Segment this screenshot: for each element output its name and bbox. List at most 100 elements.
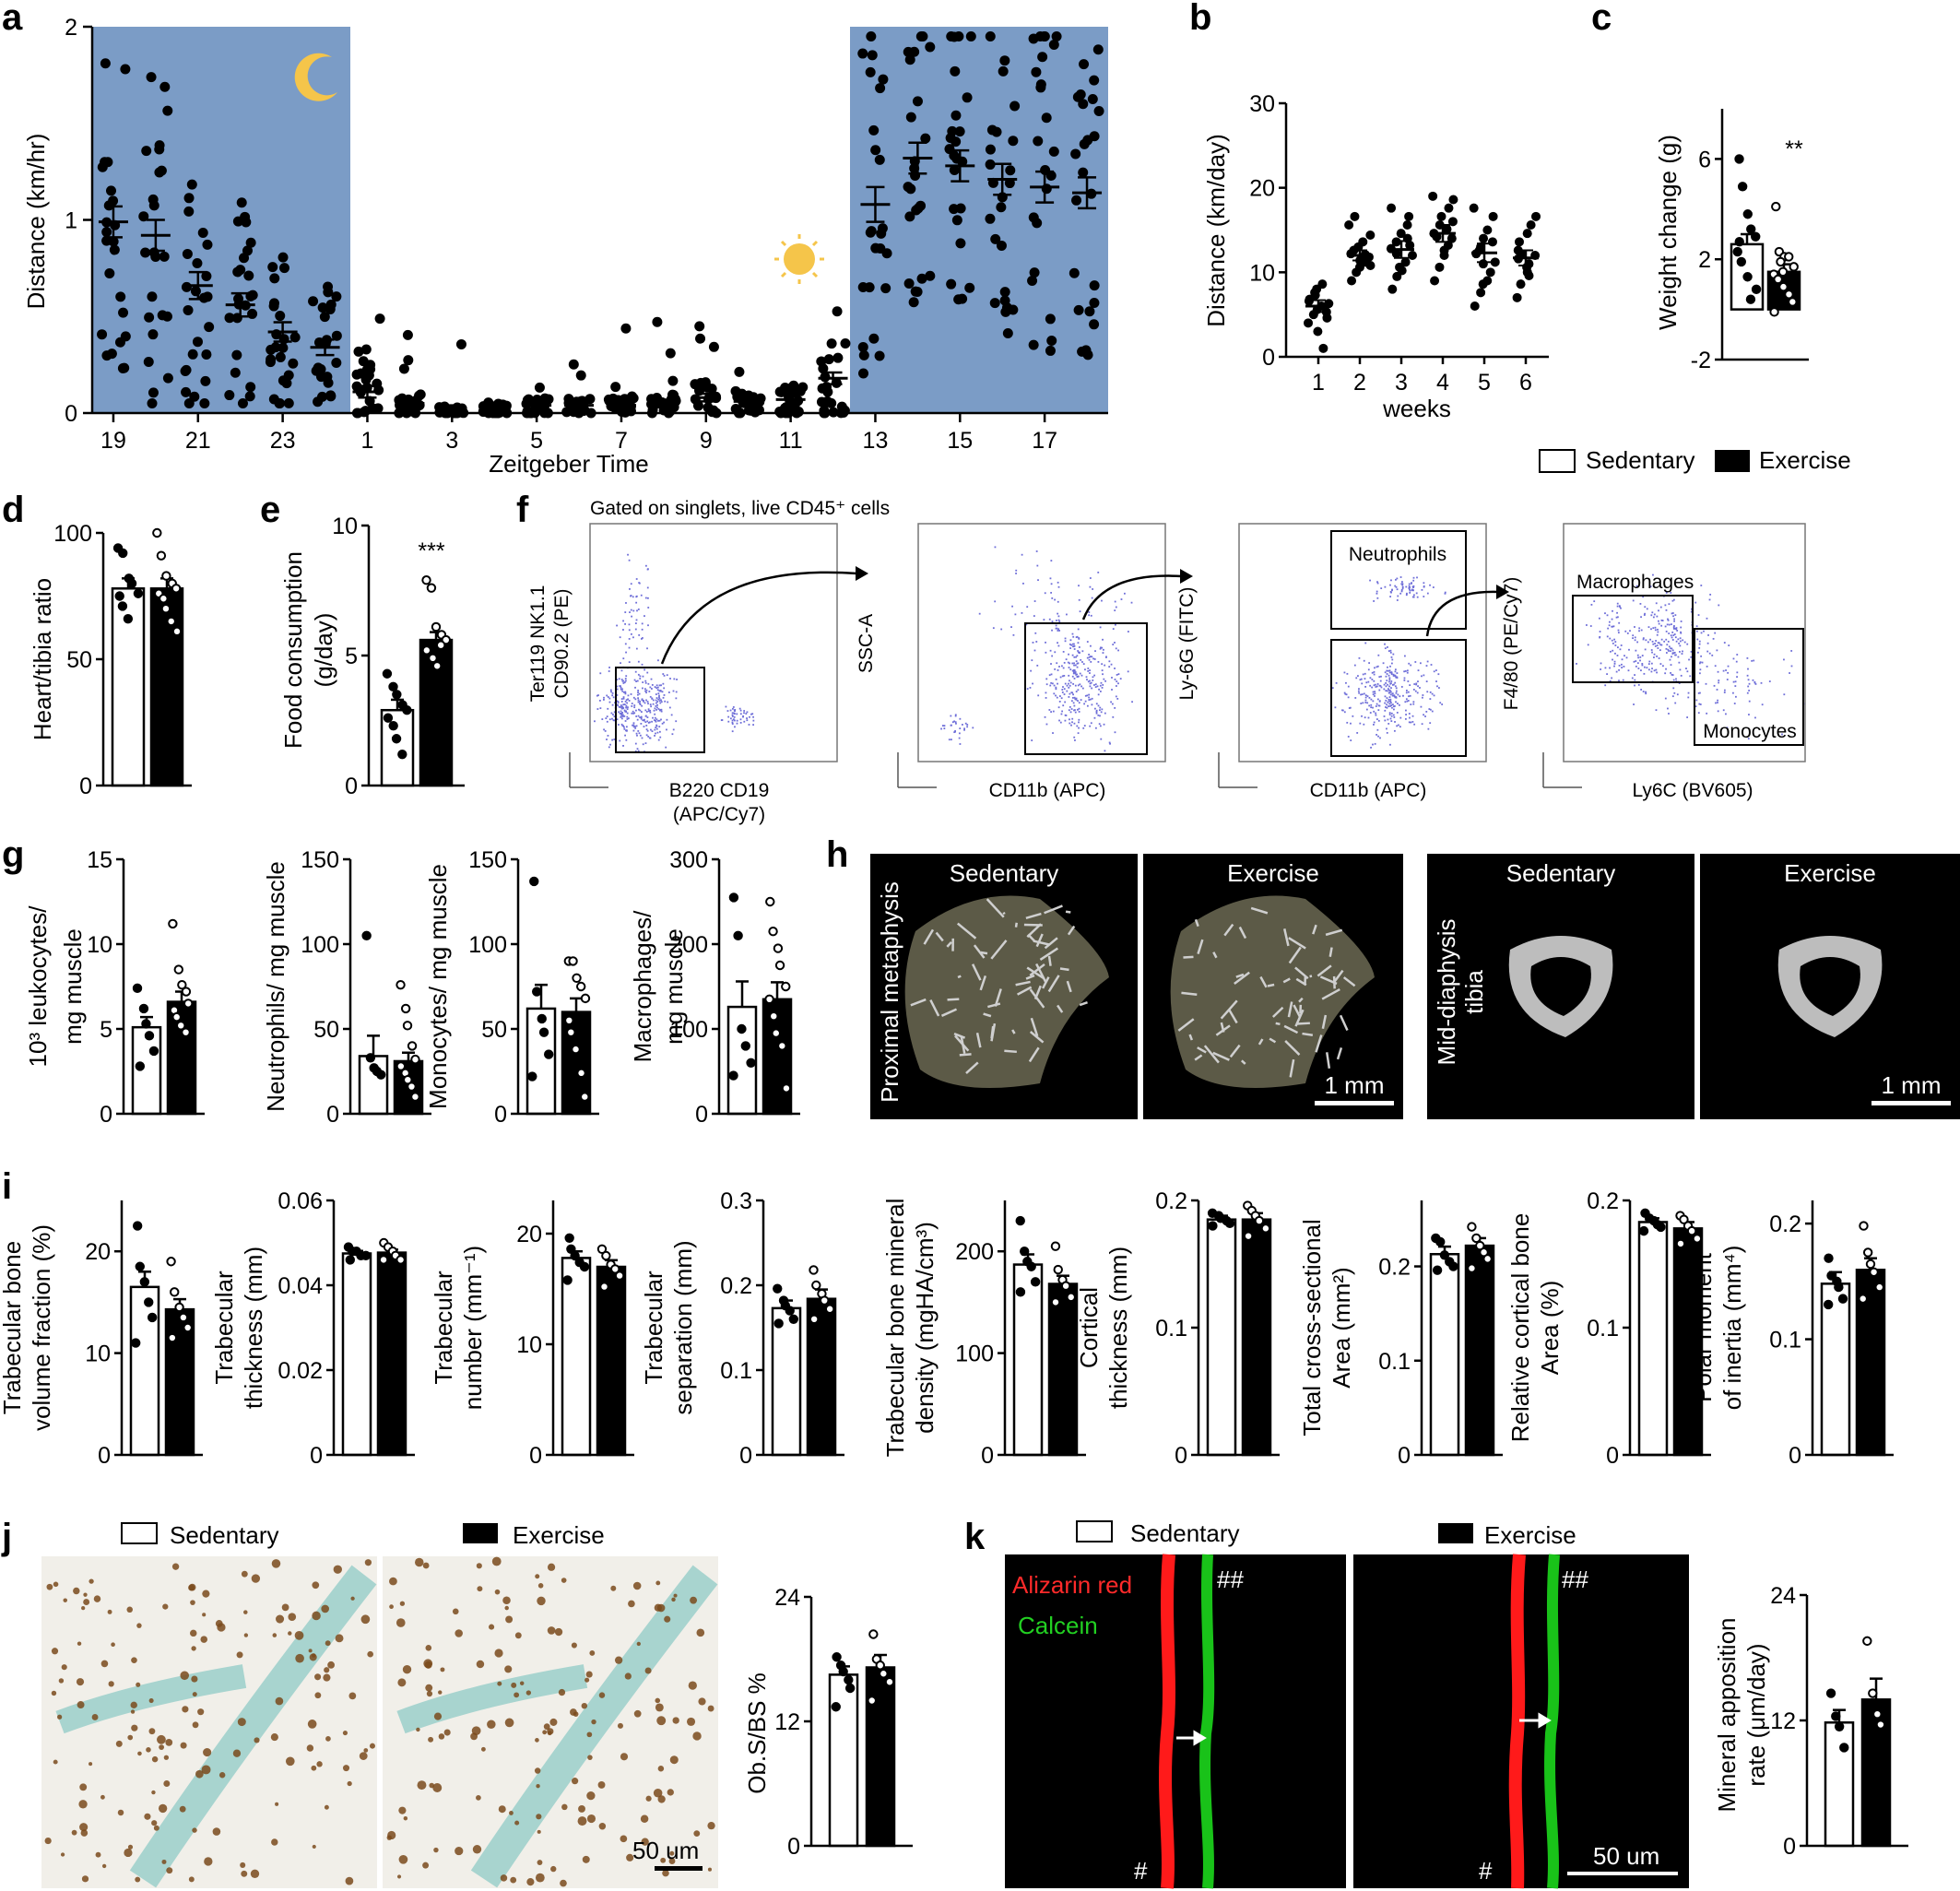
stained-cell [614,1656,623,1664]
event-dot [1426,592,1429,595]
data-point [230,367,241,378]
event-dot [1654,643,1657,644]
event-dot [1746,691,1749,694]
event-dot [654,713,656,715]
event-dot [662,673,665,675]
hash-marker: # [1479,1857,1493,1885]
event-dot [647,703,649,705]
event-dot [1616,616,1619,619]
event-dot [1077,684,1080,687]
event-dot [1725,713,1727,715]
stained-cell [673,1593,678,1598]
event-dot [1421,675,1423,678]
y-tick-label: 200 [955,1239,994,1265]
event-dot [1618,605,1621,608]
event-dot [1790,665,1793,668]
trabecula [1047,955,1052,966]
event-dot [1361,682,1364,685]
flow-plot-1: Ter119 NK1.1 CD90.2 (PE)B220 CD19(APC/Cy7… [527,523,838,825]
event-dot [1412,585,1415,587]
event-dot [1406,671,1409,674]
event-dot [643,718,645,721]
event-dot [1606,614,1609,617]
event-dot [729,709,732,712]
event-dot [1055,694,1057,697]
event-dot [1587,644,1589,646]
data-point [1391,249,1401,259]
event-dot [1611,677,1613,680]
event-dot [1393,705,1396,707]
stained-cell [589,1650,596,1656]
trabecula [923,928,935,945]
event-dot [726,710,729,712]
event-dot [1384,695,1387,698]
event-dot [1412,579,1415,582]
panel-b-xlabel: weeks [1382,395,1451,422]
event-dot [608,746,610,749]
event-dot [953,731,956,734]
stained-cell [645,1795,652,1802]
event-dot [1612,609,1613,612]
trabecula [935,931,944,942]
data-point [580,993,591,1004]
y-tick-label: 50 [481,1017,507,1043]
event-dot [612,714,614,715]
event-dot [655,693,657,695]
data-point [144,312,155,323]
stained-cell [415,1557,424,1567]
event-dot [1761,703,1764,706]
event-dot [635,647,638,650]
event-dot [1112,715,1115,718]
event-dot [1350,739,1352,741]
event-dot [1642,596,1645,598]
event-dot [646,671,649,674]
data-point [625,406,636,417]
event-dot [604,729,607,732]
data-point [1476,288,1486,298]
event-dot [1378,700,1381,703]
event-dot [612,719,615,722]
stained-cell [314,1692,322,1699]
significance-marker: ** [1785,136,1803,162]
x-tick-label: 9 [700,428,713,454]
data-point [1048,146,1059,157]
data-point [1317,279,1328,290]
event-dot [1074,711,1077,714]
trabecula [1315,1034,1323,1053]
event-dot [1385,685,1387,688]
event-dot [1115,685,1117,687]
event-dot [1073,678,1076,680]
arrow-icons [1176,1712,1552,1746]
event-dot [663,674,666,677]
event-dot [1713,684,1716,687]
data-point [275,351,286,362]
event-dot [1635,585,1638,587]
event-dot [1075,698,1078,701]
event-dot [1079,683,1081,686]
stained-cell [396,1874,402,1879]
event-dot [620,715,622,718]
event-dot [1695,630,1698,632]
event-dot [1064,637,1067,640]
data-point [133,588,144,598]
event-dot [1675,678,1677,680]
data-point [1365,261,1376,270]
event-dot [1678,661,1681,664]
event-dot [1078,721,1080,724]
legend-label-exercise: Exercise [1759,446,1851,474]
stained-cell [542,1730,548,1735]
data-point [1515,237,1525,247]
event-dot [1083,703,1086,705]
trabecula [1342,976,1356,987]
event-dot [1391,692,1394,695]
event-dot [1079,672,1081,675]
data-point [728,1070,738,1081]
data-point [1019,1247,1030,1257]
event-dot [1783,658,1785,661]
data-point [183,999,194,1009]
event-dot [631,712,633,715]
event-dot [1368,704,1371,707]
event-dot [1652,643,1655,645]
event-dot [1014,613,1017,616]
event-dot [1614,641,1617,644]
